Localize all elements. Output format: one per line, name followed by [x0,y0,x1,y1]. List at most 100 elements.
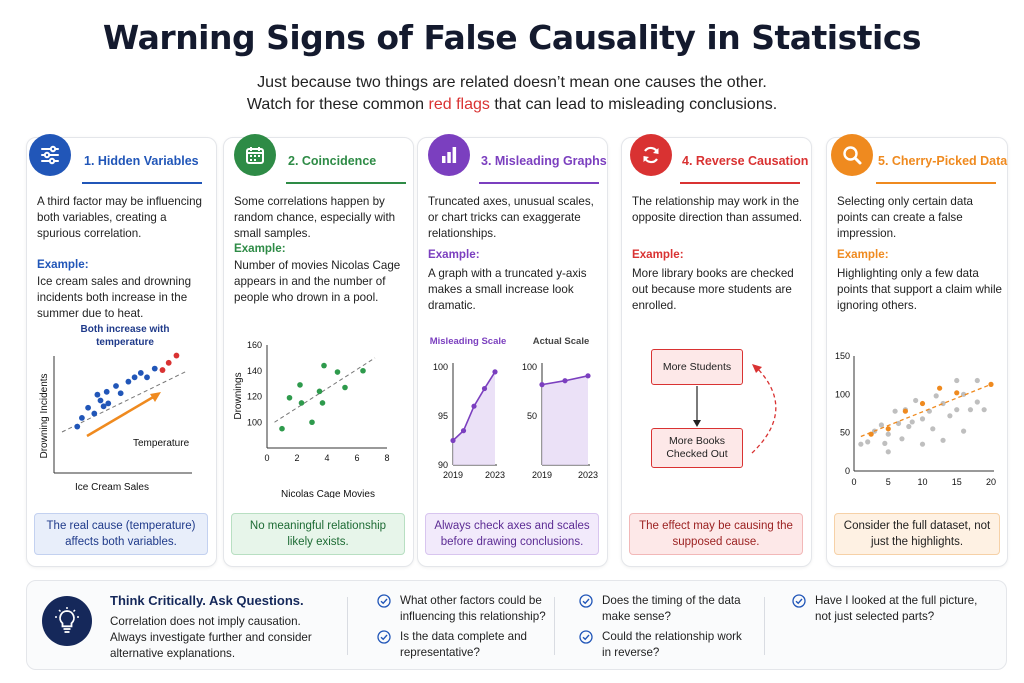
reverse-arrow-head [752,364,762,373]
question-item: Is the data complete and representative? [377,629,550,661]
y-tick-label: 100 [522,362,537,372]
data-point [279,425,285,432]
data-point [360,367,366,374]
data-point [882,440,888,446]
data-point [585,373,591,379]
y-tick-label: 100 [433,362,448,372]
data-point [309,419,315,426]
temperature-arrow-head [150,392,161,402]
data-point [961,391,967,397]
card-title: 4. Reverse Causation [682,154,809,168]
x-tick-label: 6 [354,453,359,463]
card-reverse-causation: 4. Reverse Causation The relationship ma… [621,134,812,567]
y-tick-label: 50 [527,411,537,421]
data-point [954,407,960,413]
data-point [94,391,101,398]
x-tick-label: 2019 [443,470,463,480]
card-underline [286,182,406,184]
data-point [858,441,864,447]
x-tick-label: 5 [886,477,891,487]
sliders-icon [29,134,71,176]
area-fill [542,375,588,465]
card-hidden-variables: 1. Hidden Variables A third factor may b… [26,134,217,567]
data-point [319,400,326,406]
data-point [974,377,980,384]
card-description: Some correlations happen by random chanc… [234,195,396,240]
data-point [937,385,943,391]
data-point [321,362,327,369]
x-tick-label: 15 [952,477,962,487]
chart-title-line1: Both increase with [81,324,170,335]
chart-title-misleading: Misleading Scale [430,336,507,347]
data-point [450,437,456,444]
y-axis-label: Drowning Incidents [39,373,50,458]
card-cherry-picked-data: 5. Cherry-Picked Data Selecting only cer… [826,134,1008,567]
data-point [539,382,545,388]
chart-title-line2: temperature [96,337,154,348]
data-point [91,410,98,417]
data-point [342,384,348,391]
data-point [930,426,936,432]
card-misleading-graphs: 3. Misleading Graphs Truncated axes, unu… [417,134,608,567]
card-underline [82,182,202,184]
x-tick-label: 0 [851,477,856,487]
line-charts-misleading-vs-actual: Misleading Scale Actual Scale 90 95 100 201… [430,336,598,480]
footer-title: Think Critically. Ask Questions. [110,593,304,608]
x-tick-label: 8 [384,453,389,463]
card-description: Truncated axes, unusual scales, or chart… [428,195,594,240]
data-point [125,378,132,385]
x-tick-label: 0 [264,453,269,463]
y-tick-label: 100 [247,417,262,427]
data-point [74,423,81,430]
data-point [885,449,891,455]
data-point [137,370,144,376]
annotation-temperature: Temperature [133,438,190,449]
card-title: 1. Hidden Variables [84,154,199,168]
data-point [113,383,119,389]
example-label: Example: [632,248,684,261]
scatter-chart-coincidence: 100 120 140 160 0 2 4 6 8 Drownings Nicolas Cage… [233,340,390,498]
data-point [947,413,953,419]
node-more-books: More Books Checked Out [651,428,743,468]
subtitle-line-1: Just because two things are related does… [257,74,767,91]
card-title: 2. Coincidence [288,154,377,168]
data-point [151,365,158,372]
card-title: 5. Cherry-Picked Data [878,154,1008,168]
bar-chart-icon [428,134,470,176]
check-circle-icon [792,594,806,613]
check-circle-icon [579,594,593,613]
card-underline [479,182,599,184]
data-point [961,428,967,434]
card-note: The real cause (temperature) affects bot… [34,513,208,555]
subtitle-text-post: that can lead to misleading conclusions. [489,96,778,113]
divider [347,597,348,655]
question-item: Could the relationship work in reverse? [579,629,752,661]
question-text: Have I looked at the full picture, not j… [815,594,978,623]
data-point [919,400,926,407]
data-point [919,416,926,422]
data-point [298,400,305,406]
critical-thinking-panel: Think Critically. Ask Questions. Correla… [26,580,1007,670]
check-circle-icon [377,630,391,649]
example-label: Example: [428,248,480,261]
scatter-chart-hidden-variables: Both increase with temperature Temperatu… [39,324,192,493]
data-point [286,394,293,401]
data-point [85,404,91,411]
data-point [954,390,960,396]
card-underline [680,182,800,184]
y-tick-label: 140 [247,366,262,376]
chart-title-actual: Actual Scale [533,336,590,347]
data-point [297,382,303,388]
data-point [144,374,150,381]
question-text: Is the data complete and representative? [400,630,527,659]
card-description: The relationship may work in the opposit… [632,195,803,224]
data-point [562,378,568,384]
data-point [906,423,912,430]
data-point [868,431,874,437]
example-label: Example: [234,242,286,255]
data-point [902,408,908,414]
node-more-students: More Students [651,349,743,385]
data-point [899,436,905,442]
data-point [967,407,974,413]
x-tick-label: 2019 [532,470,552,480]
